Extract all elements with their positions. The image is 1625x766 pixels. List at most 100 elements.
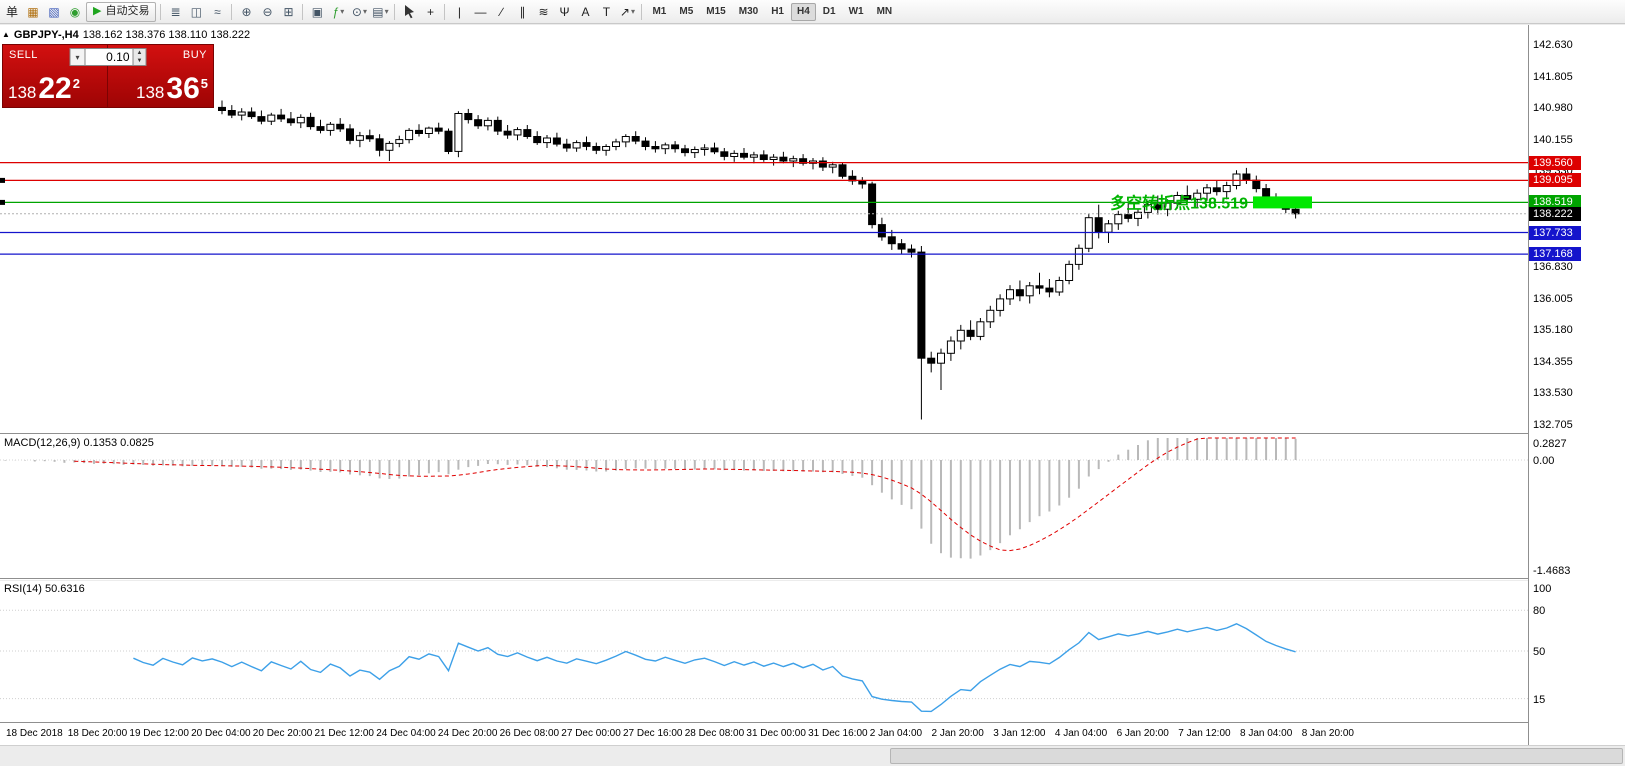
toolbar-separator bbox=[444, 3, 446, 20]
macd-panel[interactable] bbox=[0, 435, 1528, 578]
channel-icon[interactable]: ∥ bbox=[512, 2, 532, 22]
time-label: 6 Jan 20:00 bbox=[1116, 728, 1169, 739]
line-chart-icon[interactable]: ≈ bbox=[207, 2, 227, 22]
lot-size-input[interactable] bbox=[85, 48, 134, 66]
timeframe-h4[interactable]: H4 bbox=[790, 2, 816, 21]
time-label: 18 Dec 20:00 bbox=[67, 728, 128, 739]
time-label: 24 Dec 04:00 bbox=[376, 728, 436, 739]
rsi-chart[interactable] bbox=[0, 581, 1528, 722]
axis-label: 0.2827 bbox=[1533, 438, 1567, 450]
timeframe-m30[interactable]: M30 bbox=[738, 6, 759, 17]
time-label: 27 Dec 16:00 bbox=[623, 728, 683, 739]
timeframe-w1[interactable]: W1 bbox=[848, 6, 864, 17]
timeframe-d1[interactable]: D1 bbox=[822, 6, 836, 17]
buy-price-pips: 36 bbox=[166, 72, 200, 105]
zoom-out-icon[interactable]: ⊖ bbox=[257, 2, 277, 22]
text-icon[interactable]: A bbox=[575, 2, 595, 22]
indicators-icon[interactable]: ƒ ▾ bbox=[328, 2, 348, 22]
navigator-icon-glyph: ◉ bbox=[69, 4, 81, 19]
text-icon-glyph: A bbox=[581, 4, 590, 19]
fibonacci-icon-glyph: ≋ bbox=[538, 4, 549, 19]
axis-label: -1.4683 bbox=[1533, 565, 1571, 578]
axis-label: 134.355 bbox=[1533, 355, 1573, 368]
main-toolbar: 单 ▦ ▧ ◉ ▶ 自动交易 ≣ ◫ ≈ ⊕ ⊖ ⊞ ▣ ƒ ▾ ⊙ ▾ ▤ ▾ + | — ∕ ∥ ≋ Ψ A T ↗ ▾ M1 M5 M15… bbox=[0, 0, 1625, 24]
pitchfork-icon-glyph: Ψ bbox=[559, 4, 570, 19]
candlestick-chart[interactable]: 多空转折点138.519 bbox=[0, 25, 1528, 433]
vertical-line-icon[interactable]: | bbox=[449, 2, 469, 22]
main-chart-panel[interactable]: 多空转折点138.519 bbox=[0, 25, 1528, 433]
sell-price-pips: 22 bbox=[38, 72, 72, 105]
price-tag: 138.222 bbox=[1529, 206, 1581, 221]
buy-price-big: 138 bbox=[136, 83, 165, 102]
collapse-arrow-icon[interactable]: ▲ bbox=[2, 30, 10, 39]
templates-icon[interactable]: ▤ ▾ bbox=[370, 2, 390, 22]
macd-chart[interactable] bbox=[0, 435, 1528, 578]
buy-label: BUY bbox=[182, 49, 207, 61]
horizontal-scrollbar[interactable] bbox=[0, 745, 1625, 766]
trendline-icon[interactable]: ∕ bbox=[491, 2, 511, 22]
profiles-icon-glyph: ▧ bbox=[48, 4, 60, 19]
grid-icon[interactable]: ⊞ bbox=[278, 2, 298, 22]
toolbar-separator bbox=[302, 3, 304, 20]
rsi-panel[interactable] bbox=[0, 581, 1528, 722]
horizontal-line-icon-glyph: — bbox=[474, 4, 487, 19]
arrows-icon[interactable]: ↗ ▾ bbox=[617, 2, 637, 22]
new-order-button[interactable]: 单 bbox=[2, 2, 22, 22]
axis-label: 136.005 bbox=[1533, 292, 1573, 305]
cursor-icon[interactable] bbox=[399, 2, 419, 22]
time-label: 2 Jan 20:00 bbox=[931, 728, 984, 739]
lot-decrease-icon[interactable]: ▼ bbox=[133, 57, 146, 65]
lot-increase-icon[interactable]: ▲ bbox=[133, 49, 146, 57]
sell-price-point: 2 bbox=[72, 76, 80, 91]
time-label: 27 Dec 00:00 bbox=[561, 728, 621, 739]
timeframe-m15[interactable]: M15 bbox=[706, 6, 726, 17]
horizontal-line-icon[interactable]: — bbox=[470, 2, 490, 22]
timeframe-mn[interactable]: MN bbox=[876, 6, 893, 17]
toolbar-separator bbox=[160, 3, 162, 20]
panel-divider-macd[interactable] bbox=[0, 433, 1625, 435]
dropdown-caret-icon: ▾ bbox=[630, 6, 635, 16]
timeframe-m1[interactable]: M1 bbox=[652, 6, 667, 17]
timeframe-m5[interactable]: M5 bbox=[679, 6, 694, 17]
profiles-icon[interactable]: ▧ bbox=[44, 2, 64, 22]
time-axis[interactable]: 18 Dec 2018 18 Dec 20:00 19 Dec 12:00 20 De… bbox=[0, 723, 1625, 745]
autotrade-label: 自动交易 bbox=[105, 5, 150, 17]
toolbar-separator bbox=[641, 3, 643, 20]
axis-label: 100 bbox=[1533, 583, 1552, 595]
time-label: 18 Dec 2018 bbox=[6, 728, 63, 739]
new-chart-icon[interactable]: ▦ bbox=[23, 2, 43, 22]
candlestick-chart-icon-glyph: ◫ bbox=[190, 4, 203, 19]
panel-divider-rsi[interactable] bbox=[0, 578, 1625, 580]
periods-icon-glyph: ⊙ bbox=[351, 4, 362, 19]
dropdown-caret-icon: ▾ bbox=[362, 6, 367, 16]
ohlc-quotes: 138.162 138.376 138.110 138.222 bbox=[82, 28, 251, 41]
bar-chart-icon[interactable]: ≣ bbox=[165, 2, 185, 22]
periods-icon[interactable]: ⊙ ▾ bbox=[349, 2, 369, 22]
sell-button[interactable]: SELL 138 22 2 bbox=[3, 45, 108, 107]
lot-dropdown-icon[interactable]: ▾ bbox=[69, 48, 86, 66]
buy-button[interactable]: BUY 138 36 5 bbox=[108, 45, 213, 107]
sell-label: SELL bbox=[9, 49, 38, 61]
buy-price-point: 5 bbox=[200, 76, 208, 91]
price-axis[interactable]: 142.630 141.805 140.980 140.155 139.330 136.8… bbox=[1528, 25, 1625, 745]
pitchfork-icon[interactable]: Ψ bbox=[554, 2, 574, 22]
candlestick-chart-icon[interactable]: ◫ bbox=[186, 2, 206, 22]
time-label: 24 Dec 20:00 bbox=[437, 728, 498, 739]
label-icon[interactable]: T bbox=[596, 2, 616, 22]
axis-label: 15 bbox=[1533, 693, 1546, 706]
scrollbar-thumb[interactable] bbox=[890, 748, 1623, 764]
lot-size-control: ▾ ▲ ▼ bbox=[69, 48, 147, 66]
crosshair-icon[interactable]: + bbox=[420, 2, 440, 22]
price-tag: 137.733 bbox=[1529, 225, 1581, 240]
zoom-in-icon[interactable]: ⊕ bbox=[236, 2, 256, 22]
tile-windows-icon-glyph: ▣ bbox=[311, 4, 324, 19]
time-label: 8 Jan 20:00 bbox=[1301, 728, 1354, 739]
navigator-icon[interactable]: ◉ bbox=[65, 2, 85, 22]
fibonacci-icon[interactable]: ≋ bbox=[533, 2, 553, 22]
autotrade-button[interactable]: ▶ 自动交易 bbox=[86, 1, 157, 22]
tile-windows-icon[interactable]: ▣ bbox=[307, 2, 327, 22]
timeframe-h1[interactable]: H1 bbox=[771, 6, 784, 17]
channel-icon-glyph: ∥ bbox=[519, 4, 526, 19]
time-label: 31 Dec 16:00 bbox=[808, 728, 868, 739]
one-click-trade-panel: ▲ GBPJPY-,H4 138.162 138.376 138.110 138… bbox=[2, 27, 264, 108]
